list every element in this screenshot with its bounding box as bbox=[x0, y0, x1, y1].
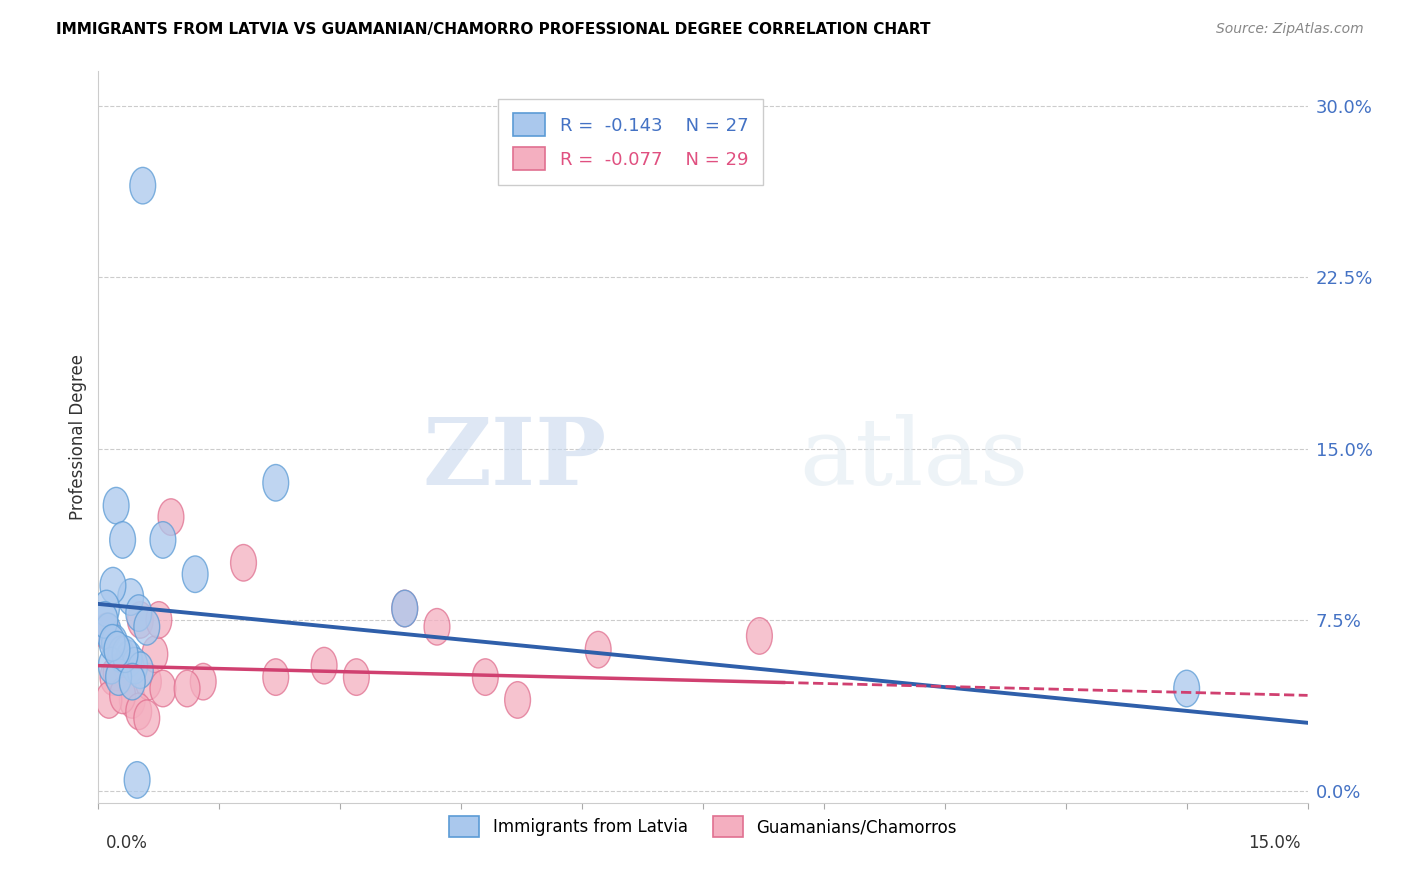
Ellipse shape bbox=[311, 648, 337, 684]
Ellipse shape bbox=[105, 654, 132, 690]
Ellipse shape bbox=[747, 617, 772, 654]
Ellipse shape bbox=[129, 168, 156, 204]
Ellipse shape bbox=[120, 681, 145, 718]
Ellipse shape bbox=[104, 632, 129, 668]
Text: IMMIGRANTS FROM LATVIA VS GUAMANIAN/CHAMORRO PROFESSIONAL DEGREE CORRELATION CHA: IMMIGRANTS FROM LATVIA VS GUAMANIAN/CHAM… bbox=[56, 22, 931, 37]
Ellipse shape bbox=[112, 636, 138, 673]
Ellipse shape bbox=[1174, 670, 1199, 706]
Ellipse shape bbox=[124, 762, 150, 798]
Ellipse shape bbox=[142, 636, 167, 673]
Ellipse shape bbox=[110, 677, 135, 714]
Ellipse shape bbox=[174, 670, 200, 706]
Ellipse shape bbox=[100, 659, 125, 696]
Ellipse shape bbox=[103, 487, 129, 524]
Ellipse shape bbox=[134, 608, 160, 645]
Ellipse shape bbox=[108, 636, 134, 673]
Ellipse shape bbox=[91, 602, 118, 639]
Ellipse shape bbox=[94, 591, 120, 627]
Ellipse shape bbox=[103, 654, 129, 690]
Ellipse shape bbox=[114, 648, 139, 684]
Text: ZIP: ZIP bbox=[422, 414, 606, 504]
Ellipse shape bbox=[146, 602, 172, 639]
Ellipse shape bbox=[110, 522, 135, 558]
Ellipse shape bbox=[128, 602, 153, 639]
Ellipse shape bbox=[118, 648, 143, 684]
Ellipse shape bbox=[94, 613, 120, 649]
Ellipse shape bbox=[122, 648, 148, 684]
Ellipse shape bbox=[190, 664, 217, 700]
Ellipse shape bbox=[128, 652, 153, 689]
Ellipse shape bbox=[120, 664, 145, 700]
Text: 15.0%: 15.0% bbox=[1249, 834, 1301, 852]
Ellipse shape bbox=[392, 591, 418, 627]
Ellipse shape bbox=[125, 693, 152, 730]
Ellipse shape bbox=[150, 522, 176, 558]
Ellipse shape bbox=[263, 659, 288, 696]
Ellipse shape bbox=[472, 659, 498, 696]
Ellipse shape bbox=[135, 664, 162, 700]
Y-axis label: Professional Degree: Professional Degree bbox=[69, 354, 87, 520]
Ellipse shape bbox=[118, 579, 143, 615]
Ellipse shape bbox=[101, 624, 128, 661]
Ellipse shape bbox=[100, 567, 125, 604]
Ellipse shape bbox=[134, 700, 160, 737]
Ellipse shape bbox=[96, 613, 121, 649]
Ellipse shape bbox=[105, 659, 132, 696]
Ellipse shape bbox=[183, 556, 208, 592]
Ellipse shape bbox=[343, 659, 370, 696]
Ellipse shape bbox=[231, 544, 256, 581]
Ellipse shape bbox=[585, 632, 612, 668]
Ellipse shape bbox=[505, 681, 530, 718]
Ellipse shape bbox=[100, 624, 125, 661]
Ellipse shape bbox=[425, 608, 450, 645]
Ellipse shape bbox=[117, 640, 142, 677]
Legend: Immigrants from Latvia, Guamanians/Chamorros: Immigrants from Latvia, Guamanians/Chamo… bbox=[441, 807, 965, 846]
Ellipse shape bbox=[98, 648, 124, 684]
Ellipse shape bbox=[125, 595, 152, 632]
Text: 0.0%: 0.0% bbox=[105, 834, 148, 852]
Text: atlas: atlas bbox=[800, 414, 1029, 504]
Ellipse shape bbox=[263, 465, 288, 501]
Text: Source: ZipAtlas.com: Source: ZipAtlas.com bbox=[1216, 22, 1364, 37]
Ellipse shape bbox=[96, 681, 122, 718]
Ellipse shape bbox=[157, 499, 184, 535]
Ellipse shape bbox=[150, 670, 176, 706]
Ellipse shape bbox=[392, 591, 418, 627]
